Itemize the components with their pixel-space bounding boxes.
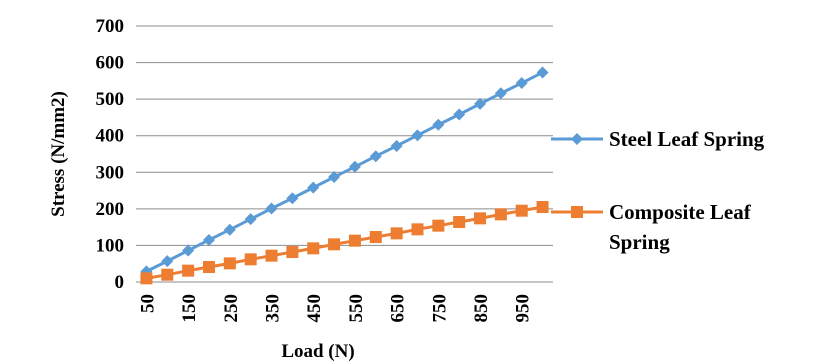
x-tick-label: 450	[304, 294, 325, 323]
x-tick-label: 50	[137, 294, 158, 313]
data-point	[202, 261, 215, 274]
legend-marker	[571, 133, 583, 145]
data-point	[453, 216, 466, 229]
data-point	[328, 171, 341, 184]
x-tick-label: 550	[346, 294, 367, 323]
data-point	[515, 204, 528, 217]
x-tick-label: 150	[179, 294, 200, 323]
legend-marker	[571, 206, 583, 218]
y-tick-label: 0	[115, 272, 125, 293]
y-tick-label: 600	[96, 53, 125, 74]
y-tick-label: 500	[96, 89, 125, 110]
y-tick-labels: 0 100 200 300 400 500 600 700	[96, 16, 125, 293]
data-point	[494, 87, 507, 100]
x-tick-label: 750	[429, 294, 450, 323]
data-point	[453, 108, 466, 121]
gridlines	[136, 25, 553, 246]
y-tick-label: 300	[96, 162, 125, 183]
x-tick-label: 350	[263, 294, 284, 323]
data-point	[432, 118, 445, 131]
data-point	[411, 129, 424, 142]
data-point	[161, 268, 174, 281]
x-tick-labels: 50 150 250 350 450 550 650 750 850 950	[137, 294, 533, 323]
data-point	[369, 150, 382, 163]
data-point	[390, 139, 403, 152]
data-point	[536, 66, 549, 79]
y-tick-label: 200	[96, 199, 125, 220]
y-tick-label: 700	[96, 16, 125, 37]
data-point	[348, 160, 361, 173]
data-point	[369, 231, 382, 244]
data-point	[307, 242, 320, 255]
x-tick-label: 850	[471, 294, 492, 323]
data-point	[182, 244, 195, 257]
legend-item: Steel Leaf Spring	[551, 127, 765, 151]
data-point	[515, 77, 528, 90]
legend-label: Composite Leaf Spring	[609, 200, 752, 254]
data-point	[140, 272, 153, 285]
data-point	[244, 253, 257, 266]
data-point	[474, 212, 487, 225]
data-point	[307, 181, 320, 194]
data-point	[348, 234, 361, 247]
legend: Steel Leaf Spring Composite Leaf Spring	[551, 127, 765, 254]
x-tick-label: 250	[221, 294, 242, 323]
data-point	[328, 238, 341, 251]
data-point	[286, 246, 299, 259]
data-point	[411, 223, 424, 236]
x-axis-title: Load (N)	[281, 341, 354, 362]
series-group	[140, 66, 549, 285]
data-point	[474, 97, 487, 110]
series-steel	[140, 66, 549, 278]
y-axis-title: Stress (N/mm2)	[48, 91, 69, 217]
data-point	[265, 249, 278, 262]
data-point	[390, 227, 403, 240]
data-point	[223, 257, 236, 270]
data-point	[202, 233, 215, 246]
y-tick-label: 100	[96, 235, 125, 256]
data-point	[432, 219, 445, 232]
data-point	[244, 213, 257, 226]
legend-item: Composite Leaf Spring	[551, 200, 752, 254]
data-point	[182, 264, 195, 277]
data-point	[223, 223, 236, 236]
data-point	[161, 255, 174, 268]
legend-label: Steel Leaf Spring	[609, 127, 765, 151]
x-tick-label: 950	[513, 294, 534, 323]
x-tick-label: 650	[388, 294, 409, 323]
data-point	[265, 202, 278, 215]
series-composite	[140, 201, 549, 285]
data-point	[494, 208, 507, 221]
y-tick-label: 400	[96, 126, 125, 147]
data-point	[286, 192, 299, 205]
data-point	[536, 201, 549, 214]
